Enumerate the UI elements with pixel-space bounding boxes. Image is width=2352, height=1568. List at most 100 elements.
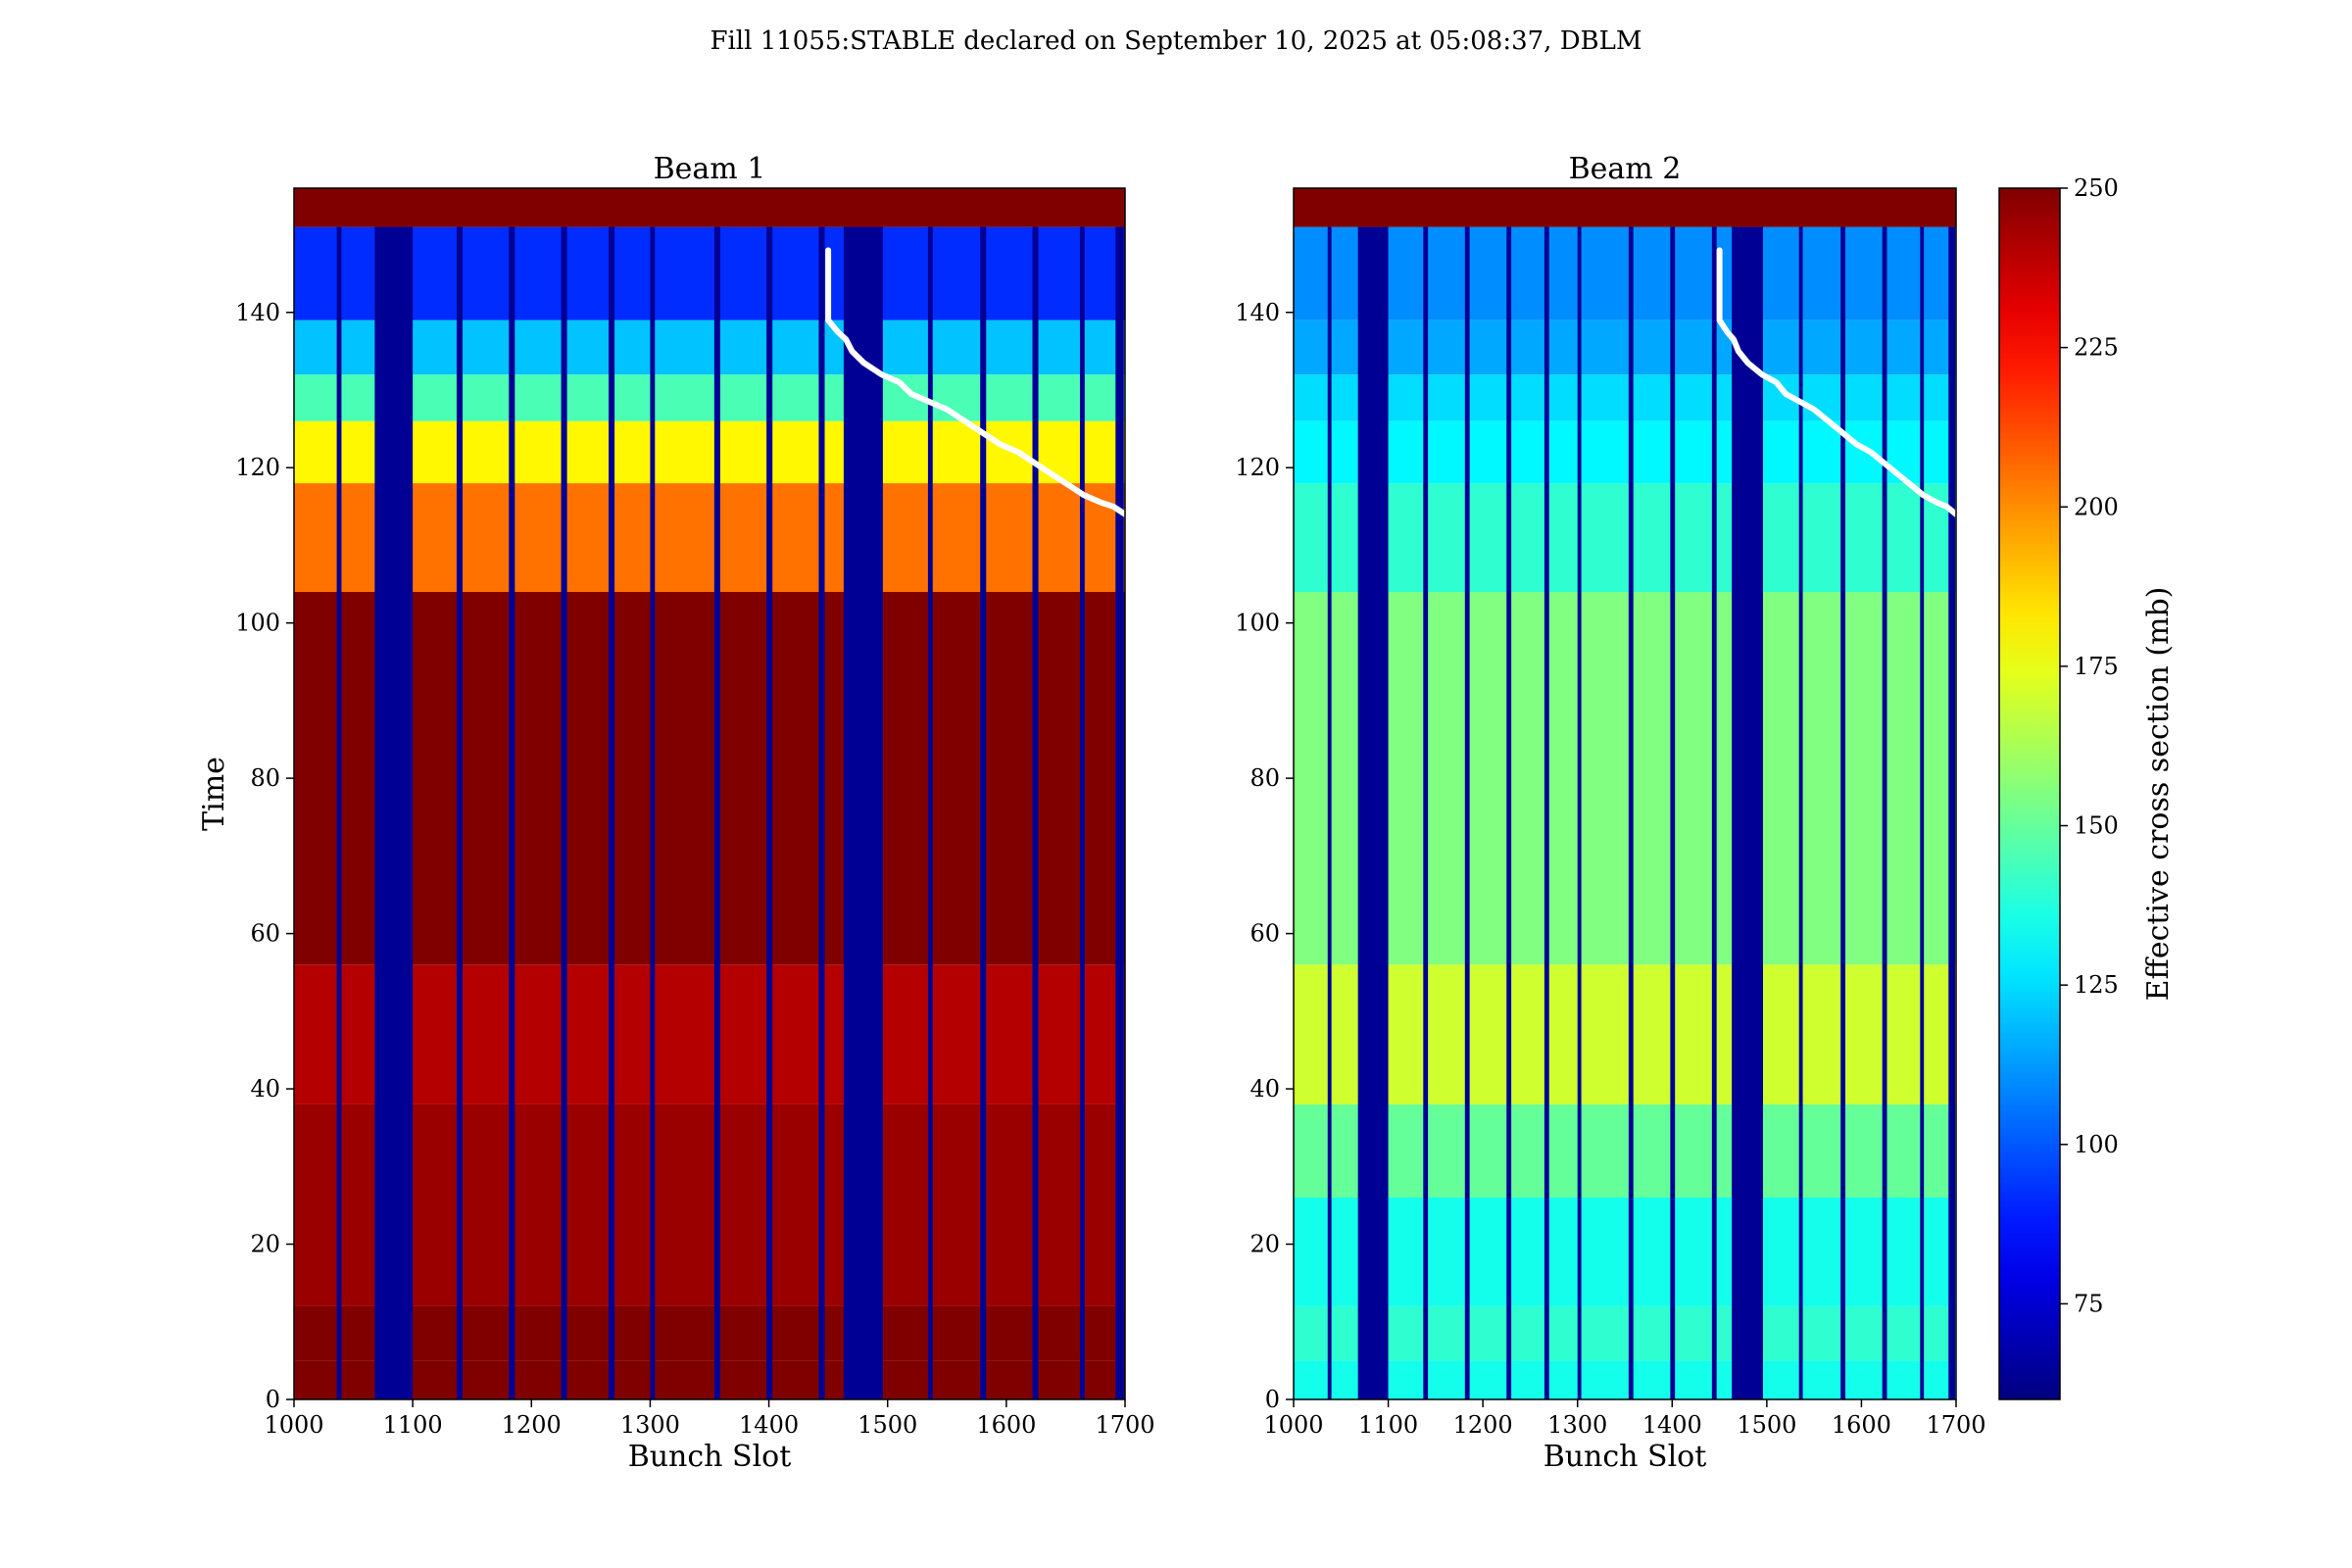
beam-1-x-tick-label: 1600 xyxy=(976,1411,1036,1439)
beam-2-axes-frame xyxy=(1293,187,1957,1400)
beam-2-y-tick-label: 80 xyxy=(1250,764,1280,792)
colorbar-tick-label: 125 xyxy=(2074,971,2119,999)
beam-1-x-tick-label: 1200 xyxy=(502,1411,562,1439)
beam-2-empty-slot-column xyxy=(1357,226,1389,1400)
beam-1-y-tick-label: 40 xyxy=(250,1075,280,1102)
colorbar-label: Effective cross section (mb) xyxy=(2141,587,2176,1002)
beam-1-empty-slot-column xyxy=(766,226,773,1400)
beam-2-empty-slot-column xyxy=(1628,226,1634,1400)
beam-2-time-band xyxy=(1294,420,1956,484)
beam-2-time-band xyxy=(1294,483,1956,592)
beam-2-x-tick-label: 1000 xyxy=(1263,1411,1323,1439)
beam-1-time-band xyxy=(294,374,1125,421)
beam-2-time-band xyxy=(1294,226,1956,320)
beam-1-time-band xyxy=(294,1103,1125,1198)
beam-2-empty-slot-column xyxy=(1544,226,1549,1400)
beam-1-y-tick-label: 60 xyxy=(250,920,280,948)
beam-1-y-tick-label: 100 xyxy=(235,610,280,637)
colorbar: Effective cross section (mb) 75 100 125 150… xyxy=(1998,174,2176,1400)
beam-1-time-band xyxy=(294,592,1125,965)
beam-1-empty-slot-column xyxy=(1079,226,1085,1400)
beam-1-empty-slot-column xyxy=(980,226,987,1400)
beam-1-time-band xyxy=(294,420,1125,484)
beam-2-empty-slot-column xyxy=(1327,226,1332,1400)
beam-1-empty-slot-column xyxy=(456,226,464,1400)
beam-1-x-tick-label: 1700 xyxy=(1095,1411,1154,1439)
beam-1-empty-slot-column xyxy=(561,226,567,1400)
beam-2-x-tick-label: 1600 xyxy=(1832,1411,1891,1439)
beam-1-y-tick-label: 80 xyxy=(250,764,280,792)
beam-2-time-band xyxy=(1294,188,1956,227)
beam-2-empty-slot-column xyxy=(1798,226,1803,1400)
beam-1-time-band xyxy=(294,1305,1125,1361)
beam-1-ylabel: Time xyxy=(197,757,231,831)
beam-1-title: Beam 1 xyxy=(654,152,766,186)
colorbar-gradient xyxy=(1998,187,2061,1400)
beam-1-time-band xyxy=(294,226,1125,320)
beam-2-empty-slot-column xyxy=(1670,226,1676,1400)
beam-2-y-tick-label: 100 xyxy=(1235,610,1280,637)
beam-1-overlay-line xyxy=(825,247,1128,517)
beam-2-time-band xyxy=(1294,1103,1956,1198)
beam-2-heatmap xyxy=(1294,188,1956,1400)
beam-1-empty-slot-column xyxy=(843,226,883,1400)
beam-1-time-band xyxy=(294,1360,1125,1399)
beam-1-x-tick-label: 1500 xyxy=(858,1411,917,1439)
beam-2-overlay-line xyxy=(1716,247,1959,517)
beam-2-x-tick-label: 1200 xyxy=(1453,1411,1513,1439)
beam-2-y-tick-label: 120 xyxy=(1235,454,1280,481)
beam-2-time-band xyxy=(1294,1360,1956,1399)
colorbar-tick-label: 150 xyxy=(2074,812,2119,840)
beam-2-empty-slot-column xyxy=(1464,226,1470,1400)
beam-2-x-tick-label: 1700 xyxy=(1926,1411,1985,1439)
beam-1-time-band xyxy=(294,1198,1125,1306)
beam-1-time-band xyxy=(294,188,1125,227)
beam-1-empty-slot-column xyxy=(509,226,515,1400)
beam-2-empty-slot-column xyxy=(1882,226,1887,1400)
beam-2-y-tick-label: 40 xyxy=(1250,1075,1280,1102)
beam-1-axes-frame xyxy=(293,187,1126,1400)
beam-1-heatmap xyxy=(294,188,1125,1400)
colorbar-tick-label: 250 xyxy=(2074,174,2119,202)
beam-1-empty-slot-column xyxy=(1115,226,1124,1400)
beam-2-empty-slot-column xyxy=(1577,226,1582,1400)
beam-2-x-tick-label: 1100 xyxy=(1358,1411,1418,1439)
beam-2-x-tick-label: 1500 xyxy=(1737,1411,1796,1439)
beam-1-time-band xyxy=(294,319,1125,375)
beam-2-y-tick-label: 60 xyxy=(1250,920,1280,948)
beam-2-time-band xyxy=(1294,592,1956,965)
beam-1-y-tick-label: 120 xyxy=(235,454,280,481)
beam-1-empty-slot-column xyxy=(1032,226,1039,1400)
beam-1-y-tick-label: 20 xyxy=(250,1231,280,1258)
beam-1-empty-slot-column xyxy=(927,226,933,1400)
beam-1-empty-slot-column xyxy=(374,226,414,1400)
beam-1-xlabel: Bunch Slot xyxy=(628,1440,792,1474)
beam-2-x-tick-label: 1400 xyxy=(1642,1411,1702,1439)
beam-2-time-band xyxy=(1294,964,1956,1104)
beam-2-title: Beam 2 xyxy=(1569,152,1682,186)
beam-1-empty-slot-column xyxy=(713,226,720,1400)
beam-1-x-tick-label: 1300 xyxy=(620,1411,680,1439)
colorbar-tick-label: 75 xyxy=(2074,1290,2104,1317)
colorbar-tick-label: 200 xyxy=(2074,493,2119,520)
beam-1-y-tick-label: 0 xyxy=(266,1386,280,1413)
beam-2-panel: Beam 2 Bunch Slot 1000 1100 1200 1300 1400 15… xyxy=(1235,152,1985,1474)
beam-2-time-band xyxy=(1294,374,1956,421)
beam-2-time-band xyxy=(1294,1305,1956,1361)
beam-1-time-band xyxy=(294,483,1125,592)
beam-2-empty-slot-column xyxy=(1423,226,1429,1400)
colorbar-tick-label: 225 xyxy=(2074,334,2119,362)
colorbar-tick-label: 175 xyxy=(2074,653,2119,680)
beam-2-y-tick-label: 20 xyxy=(1250,1231,1280,1258)
beam-1-time-band xyxy=(294,964,1125,1104)
beam-2-empty-slot-column xyxy=(1948,226,1956,1400)
beam-2-xlabel: Bunch Slot xyxy=(1544,1440,1707,1474)
beam-1-y-tick-label: 140 xyxy=(235,299,280,326)
beam-2-y-tick-label: 140 xyxy=(1235,299,1280,326)
beam-1-x-tick-label: 1000 xyxy=(264,1411,323,1439)
beam-1-x-tick-label: 1100 xyxy=(383,1411,443,1439)
beam-2-empty-slot-column xyxy=(1732,226,1763,1400)
beam-1-empty-slot-column xyxy=(609,226,615,1400)
beam-1-panel: Beam 1 Bunch Slot Time 1000 1100 1200 1300 1… xyxy=(197,152,1155,1474)
